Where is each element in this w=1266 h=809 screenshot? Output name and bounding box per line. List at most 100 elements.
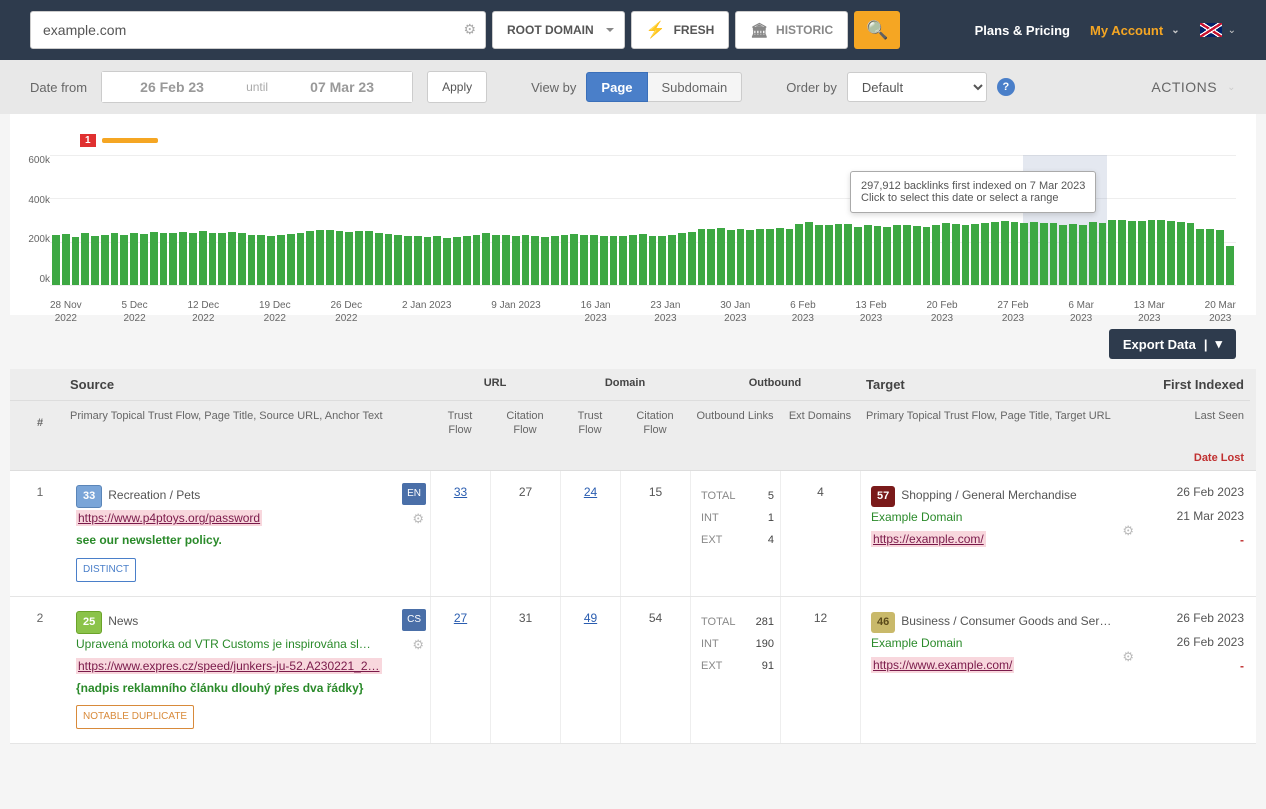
chart-bar[interactable] (277, 235, 285, 285)
chart-bar[interactable] (756, 229, 764, 285)
chart-bar[interactable] (248, 235, 256, 285)
cell-dom_trust[interactable]: 24 (560, 471, 620, 596)
chart-bar[interactable] (590, 235, 598, 285)
chart-bar[interactable] (688, 232, 696, 285)
chart-bar[interactable] (864, 225, 872, 285)
chart-bar[interactable] (1138, 221, 1146, 285)
th-ext-domains[interactable]: Ext Domains (780, 401, 860, 446)
chart-bar[interactable] (218, 233, 226, 285)
chart-bar[interactable] (179, 232, 187, 285)
chart-bar[interactable] (1089, 222, 1097, 285)
chart-bar[interactable] (336, 231, 344, 285)
th-last-seen[interactable]: Last Seen (1140, 401, 1250, 446)
chart-bar[interactable] (825, 225, 833, 285)
chart-bar[interactable] (844, 224, 852, 285)
chart-bar[interactable] (257, 235, 265, 285)
chart-bar[interactable] (81, 233, 89, 285)
chart-bar[interactable] (1177, 222, 1185, 285)
export-button[interactable]: Export Data | ▾ (1109, 329, 1236, 359)
th-date-lost[interactable]: Date Lost (1140, 446, 1250, 470)
chart-bar[interactable] (394, 235, 402, 285)
chart-bar[interactable] (1030, 222, 1038, 285)
chart-bar[interactable] (52, 235, 60, 285)
chart-bar[interactable] (658, 236, 666, 285)
chart-bar[interactable] (1216, 230, 1224, 285)
chart-bar[interactable] (62, 234, 70, 285)
chart-bar[interactable] (169, 233, 177, 285)
chart-bar[interactable] (287, 234, 295, 285)
chart-bar[interactable] (698, 229, 706, 285)
chart-bar[interactable] (120, 235, 128, 285)
search-input[interactable] (30, 11, 486, 49)
chart-area[interactable]: 600k400k200k0k 297,912 backlinks first i… (50, 155, 1236, 305)
chart-bar[interactable] (1187, 223, 1195, 285)
language-selector[interactable]: ⌄ (1200, 23, 1236, 37)
chart-bar[interactable] (502, 235, 510, 285)
chart-bar[interactable] (199, 231, 207, 285)
chart-bar[interactable] (610, 236, 618, 285)
th-url-citation[interactable]: Citation Flow (490, 401, 560, 446)
chart-bar[interactable] (932, 225, 940, 285)
viewby-subdomain[interactable]: Subdomain (648, 72, 743, 102)
target-url[interactable]: https://www.example.com/ (871, 657, 1014, 673)
th-dom-trust[interactable]: Trust Flow (560, 401, 620, 446)
chart-bar[interactable] (776, 228, 784, 285)
chart-bar[interactable] (952, 224, 960, 285)
chart-bar[interactable] (766, 229, 774, 285)
chart-bar[interactable] (1079, 225, 1087, 285)
chart-bar[interactable] (385, 234, 393, 285)
chart-bar[interactable] (795, 224, 803, 285)
chart-bar[interactable] (913, 226, 921, 285)
apply-button[interactable]: Apply (427, 71, 487, 103)
chart-bar[interactable] (727, 230, 735, 285)
chart-bar[interactable] (72, 237, 80, 285)
source-url[interactable]: https://www.p4ptoys.org/password (76, 510, 262, 526)
chart-bar[interactable] (228, 232, 236, 285)
chart-bar[interactable] (903, 225, 911, 285)
chart-bar[interactable] (570, 234, 578, 285)
chart-bar[interactable] (1157, 220, 1165, 285)
chart-bar[interactable] (639, 234, 647, 285)
chart-bar[interactable] (619, 236, 627, 285)
chart-bar[interactable] (1011, 222, 1019, 285)
plans-link[interactable]: Plans & Pricing (975, 23, 1070, 38)
chart-bar[interactable] (717, 228, 725, 285)
chart-bar[interactable] (805, 222, 813, 285)
chart-bar[interactable] (874, 226, 882, 285)
chart-bar[interactable] (561, 235, 569, 285)
th-out-links[interactable]: Outbound Links (690, 401, 780, 446)
order-select[interactable]: Default (847, 72, 987, 102)
historic-index-button[interactable]: 🏛 HISTORIC (735, 11, 848, 49)
source-url[interactable]: https://www.expres.cz/speed/junkers-ju-5… (76, 658, 382, 674)
fresh-index-button[interactable]: ⚡ FRESH (631, 11, 730, 49)
th-url-trust[interactable]: Trust Flow (430, 401, 490, 446)
chart-bar[interactable] (580, 235, 588, 285)
cell-url_trust[interactable]: 33 (430, 471, 490, 596)
chart-bar[interactable] (209, 233, 217, 285)
date-from-input[interactable] (102, 72, 242, 102)
chart-bar[interactable] (297, 233, 305, 285)
chart-bar[interactable] (482, 233, 490, 285)
chart-bar[interactable] (306, 231, 314, 285)
chart-bar[interactable] (1020, 223, 1028, 285)
chart-bar[interactable] (962, 225, 970, 285)
chart-bar[interactable] (551, 236, 559, 285)
chart-bar[interactable] (365, 231, 373, 285)
chart-bar[interactable] (463, 236, 471, 285)
gear-icon[interactable]: ⚙ (412, 507, 424, 530)
th-first-indexed[interactable]: First Indexed (1140, 369, 1250, 401)
chart-bar[interactable] (923, 227, 931, 286)
chart-bar[interactable] (786, 229, 794, 285)
chart-bar[interactable] (316, 230, 324, 285)
gear-icon[interactable]: ⚙ (463, 21, 476, 38)
chart-bar[interactable] (883, 227, 891, 286)
chart-bar[interactable] (541, 237, 549, 285)
chart-bar[interactable] (1040, 223, 1048, 285)
chart-bar[interactable] (737, 229, 745, 285)
chart-bar[interactable] (91, 236, 99, 285)
target-url[interactable]: https://example.com/ (871, 531, 986, 547)
chart-bar[interactable] (1196, 229, 1204, 285)
search-button[interactable]: 🔍 (854, 11, 900, 49)
chart-bar[interactable] (150, 232, 158, 285)
chart-bar[interactable] (101, 235, 109, 285)
